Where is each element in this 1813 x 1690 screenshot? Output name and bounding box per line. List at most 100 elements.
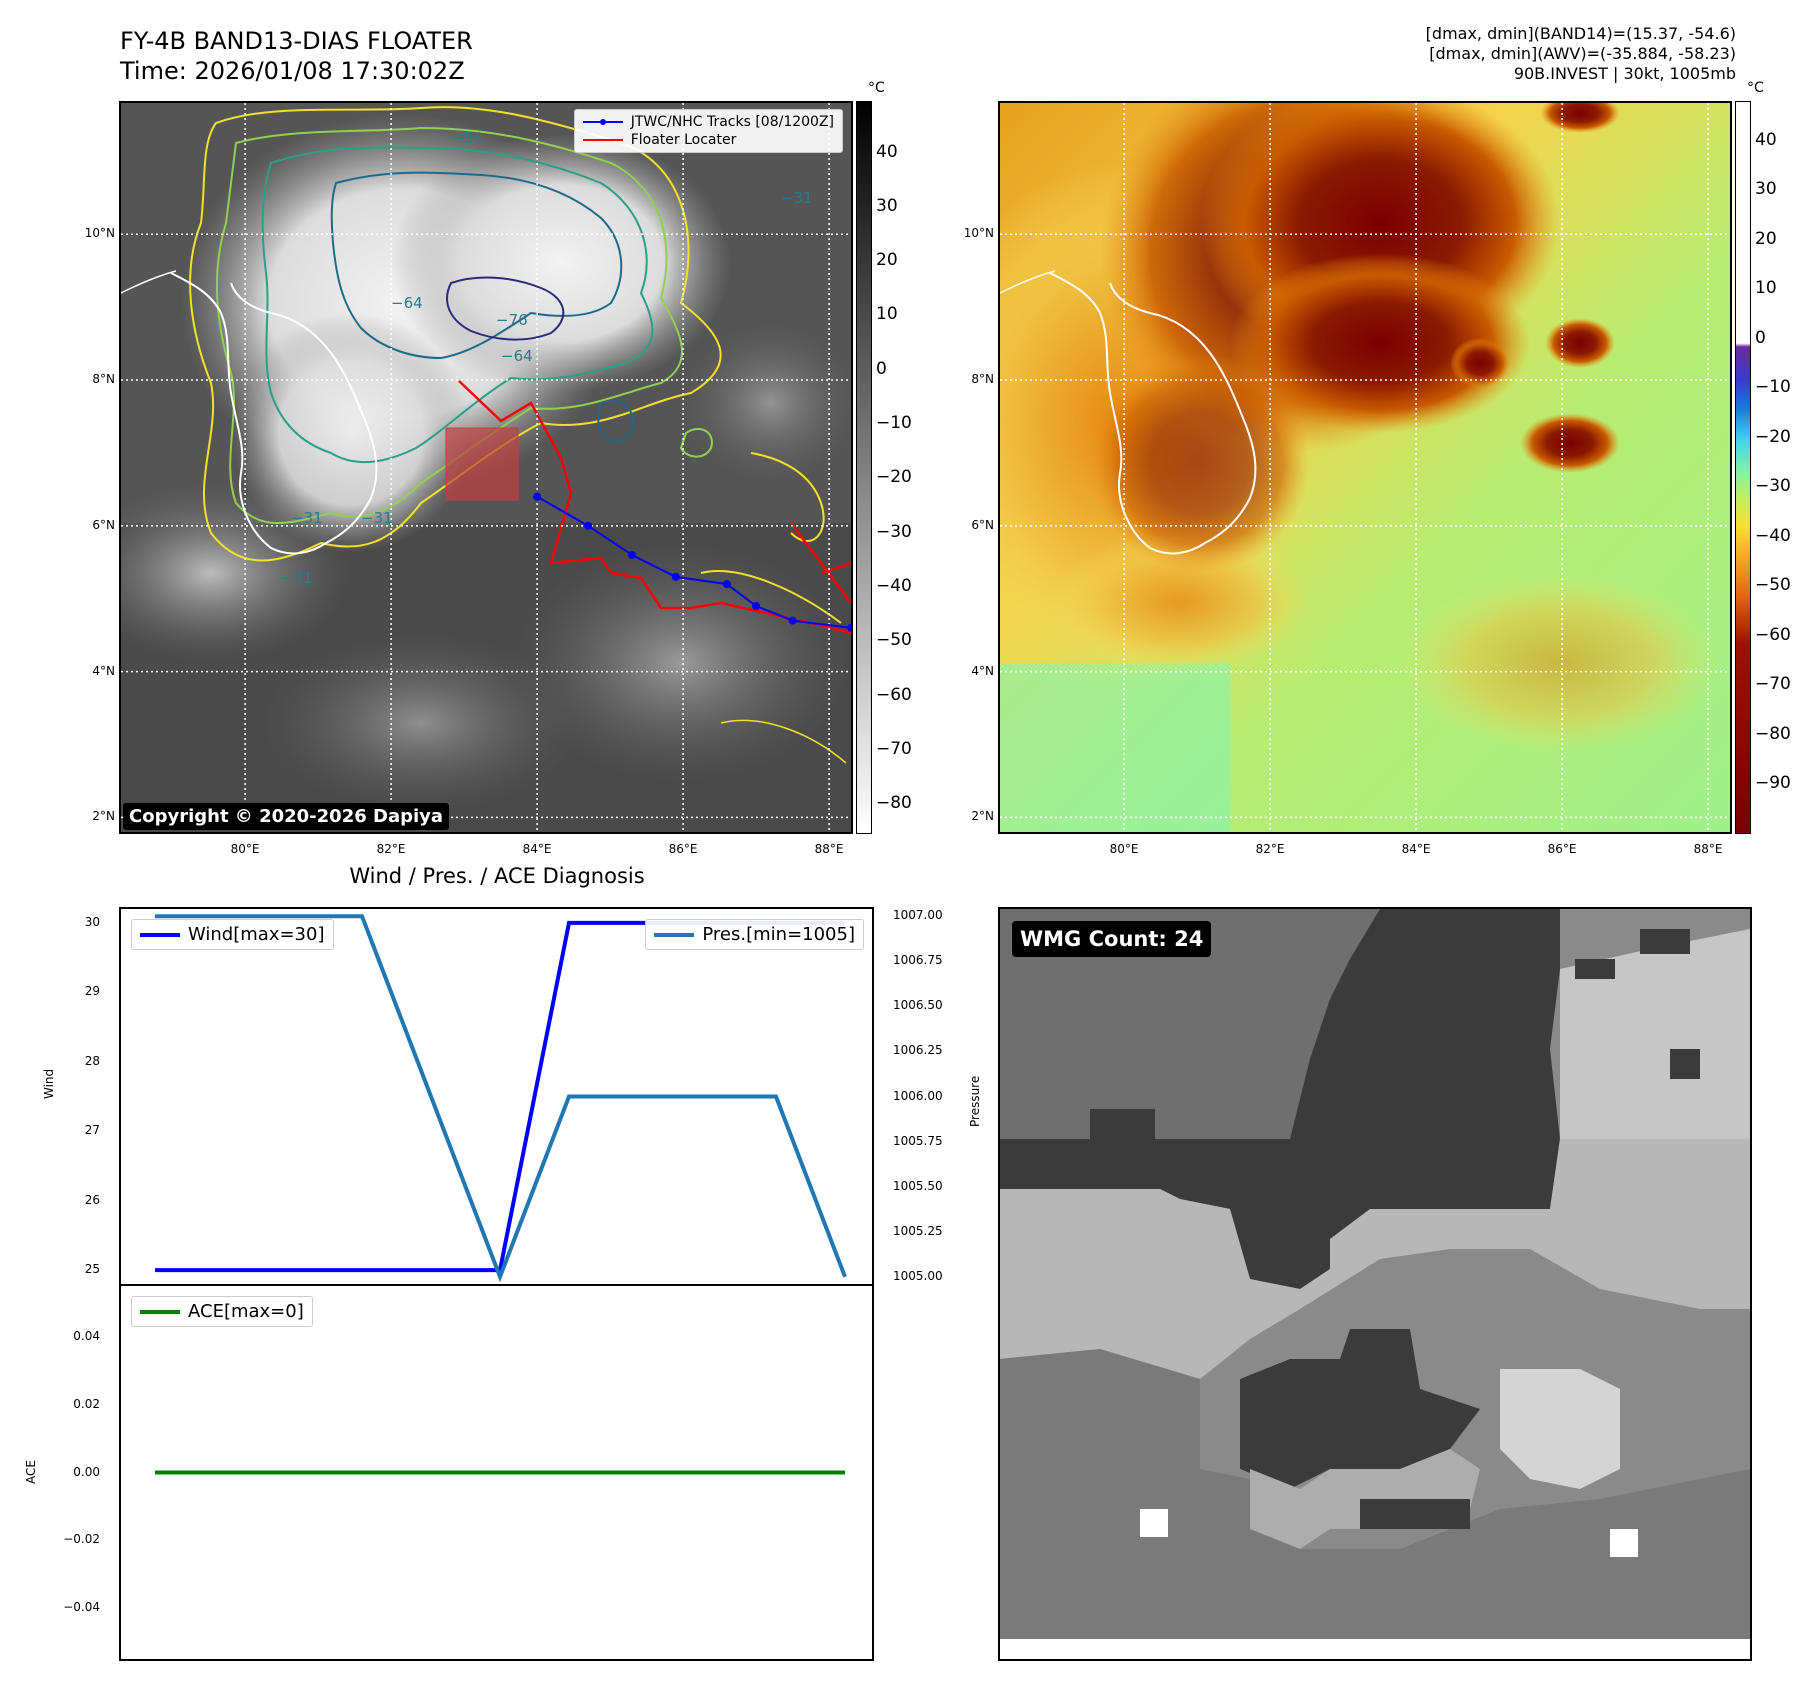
ir-satellite-panel: −76 −64 −64 −54 −31 −31 −31 −31 JTWC/NHC Tracks… xyxy=(119,101,853,834)
ir-cb-tick: 0 xyxy=(876,358,887,379)
pressure-ytick: 1006.50 xyxy=(893,998,943,1013)
awv-cb-tick: −50 xyxy=(1755,575,1791,596)
floater-box xyxy=(445,427,519,501)
ir-cb-tick: −80 xyxy=(876,793,912,814)
ir-colorbar-unit: °C xyxy=(868,80,885,96)
ace-ytick: 0.04 xyxy=(73,1328,100,1343)
awv-cb-tick: −30 xyxy=(1755,476,1791,497)
ir-lon-label: 84°E xyxy=(522,842,552,856)
wind-ytick: 28 xyxy=(84,1053,100,1068)
jtwc-track-points xyxy=(533,492,851,632)
wmg-count-badge: WMG Count: 24 xyxy=(1012,921,1212,957)
awv-lat-label: 10°N xyxy=(963,226,994,241)
pressure-legend: Pres.[min=1005] xyxy=(645,919,864,950)
ace-ytick: 0.00 xyxy=(73,1464,100,1479)
wind-legend: Wind[max=30] xyxy=(131,919,334,950)
contour-label: −64 xyxy=(501,347,533,365)
ir-lat-label: 6°N xyxy=(92,517,115,532)
awv-colorbar-unit: °C xyxy=(1747,80,1764,96)
wind-pressure-chart: Wind[max=30] Pres.[min=1005] xyxy=(119,907,874,1286)
ir-cb-tick: −50 xyxy=(876,630,912,651)
ir-lon-label: 82°E xyxy=(376,842,406,856)
awv-cb-tick: 30 xyxy=(1755,179,1777,200)
ir-cb-tick: −60 xyxy=(876,684,912,705)
track-point xyxy=(628,550,636,559)
legend-floater-label: Floater Locater xyxy=(630,132,737,148)
ace-svg xyxy=(155,1470,845,1475)
wind-legend-label: Wind[max=30] xyxy=(188,924,325,945)
copyright-badge: Copyright © 2020-2026 Dapiya xyxy=(123,803,450,830)
awv-cb-tick: −80 xyxy=(1755,723,1791,744)
ir-contour-labels: −76 −64 −64 −54 −31 −31 −31 −31 xyxy=(281,129,813,587)
track-point xyxy=(847,623,851,632)
pressure-ytick: 1005.25 xyxy=(893,1223,943,1238)
awv-cb-tick: 20 xyxy=(1755,228,1777,249)
ir-lat-label: 2°N xyxy=(92,809,115,824)
wind-axis-label: Wind xyxy=(42,1068,56,1099)
awv-cb-tick: 0 xyxy=(1755,327,1766,348)
ace-axis-label: ACE xyxy=(24,1460,38,1484)
pressure-legend-label: Pres.[min=1005] xyxy=(702,924,855,945)
awv-lat-label: 4°N xyxy=(971,663,994,678)
meta-awv: [dmax, dmin](AWV)=(-35.884, -58.23) xyxy=(1429,44,1736,63)
ir-lon-label: 80°E xyxy=(230,842,260,856)
contour-label: −31 xyxy=(361,509,393,527)
awv-cb-tick: 40 xyxy=(1755,129,1777,150)
track-point xyxy=(671,572,680,581)
ir-cb-tick: 30 xyxy=(876,195,898,216)
awv-lat-label: 8°N xyxy=(971,372,994,387)
awv-cb-tick: −90 xyxy=(1755,773,1791,794)
ir-cb-tick: −20 xyxy=(876,467,912,488)
contour-label: −31 xyxy=(281,569,313,587)
awv-lat-label: 2°N xyxy=(971,809,994,824)
pressure-ytick: 1005.50 xyxy=(893,1178,943,1193)
awv-colorbar xyxy=(1735,101,1751,834)
pressure-ytick: 1005.75 xyxy=(893,1133,943,1148)
awv-cb-tick: 10 xyxy=(1755,278,1777,299)
jtwc-track-line xyxy=(536,495,851,629)
ir-lat-label: 10°N xyxy=(84,226,115,241)
wind-ytick: 29 xyxy=(84,984,100,999)
ir-lat-label: 8°N xyxy=(92,372,115,387)
pressure-series-line xyxy=(155,914,847,1283)
figure-time: Time: 2026/01/08 17:30:02Z xyxy=(120,57,465,85)
awv-cb-tick: −10 xyxy=(1755,377,1791,398)
awv-lon-label: 86°E xyxy=(1547,842,1577,856)
contour-label: −31 xyxy=(781,189,813,207)
track-point xyxy=(584,521,593,530)
awv-panel xyxy=(998,101,1732,834)
ir-lon-label: 88°E xyxy=(814,842,844,856)
ir-cb-tick: −40 xyxy=(876,575,912,596)
ir-cb-tick: 40 xyxy=(876,141,898,162)
pressure-legend-swatch xyxy=(654,932,695,937)
floater-locater-line xyxy=(458,380,851,635)
track-point xyxy=(752,602,761,611)
wind-ytick: 26 xyxy=(84,1192,100,1207)
ace-ytick: −0.02 xyxy=(63,1532,100,1547)
ir-gridlines xyxy=(121,103,851,832)
ir-lat-label: 4°N xyxy=(92,663,115,678)
ace-chart: ACE[max=0] xyxy=(119,1284,874,1661)
contour-label: −54 xyxy=(451,129,483,147)
ir-legend: JTWC/NHC Tracks [08/1200Z] Floater Locat… xyxy=(573,109,843,153)
ir-cb-tick: 10 xyxy=(876,304,898,325)
awv-lon-label: 84°E xyxy=(1401,842,1431,856)
wind-ytick: 25 xyxy=(84,1262,100,1277)
awv-cb-tick: −40 xyxy=(1755,525,1791,546)
wind-ytick: 30 xyxy=(84,914,100,929)
ace-legend: ACE[max=0] xyxy=(131,1296,313,1327)
contour-label: −64 xyxy=(391,294,423,312)
ace-legend-swatch xyxy=(140,1309,180,1314)
awv-cb-tick: −20 xyxy=(1755,426,1791,447)
awv-map-svg xyxy=(1000,103,1730,832)
ir-legend-item-floater: Floater Locater xyxy=(582,132,834,148)
contour-label: −76 xyxy=(496,311,528,329)
ace-ytick: −0.04 xyxy=(63,1600,100,1615)
track-point xyxy=(722,580,731,589)
awv-lat-label: 6°N xyxy=(971,517,994,532)
awv-lon-label: 88°E xyxy=(1693,842,1723,856)
ir-cb-tick: −30 xyxy=(876,521,912,542)
ir-colorbar xyxy=(856,101,872,834)
contour-label: −31 xyxy=(291,509,323,527)
awv-lon-label: 82°E xyxy=(1255,842,1285,856)
